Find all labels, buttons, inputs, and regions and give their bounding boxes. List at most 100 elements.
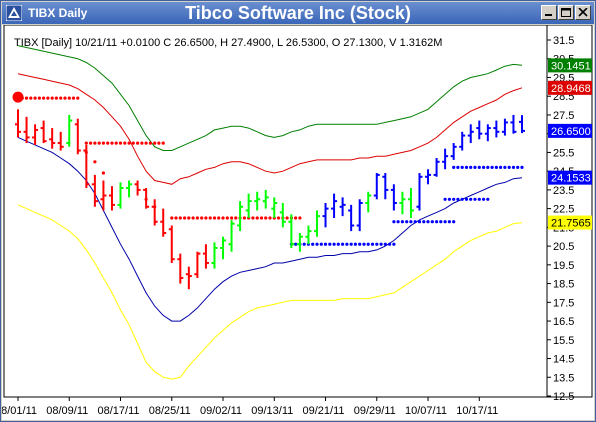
stop-dot [439, 220, 443, 224]
plot-frame [3, 25, 593, 398]
maximize-icon [561, 8, 571, 17]
stop-dot [204, 216, 208, 220]
stop-dot [67, 96, 71, 100]
stop-dot [118, 141, 123, 145]
y-tick-label: 16.5 [553, 316, 574, 328]
y-tick-label: 25.5 [553, 147, 574, 159]
stop-dot [37, 96, 42, 100]
ohlc-bar [40, 120, 47, 144]
ohlc-bar [433, 158, 440, 177]
ohlc-bar [15, 109, 21, 138]
stop-dot [349, 242, 353, 246]
x-tick-label: 09/21/11 [303, 405, 345, 417]
stop-dot [464, 165, 469, 169]
ohlc-bar [416, 173, 423, 211]
x-tick-label: 08/25/11 [149, 405, 191, 417]
stop-dot [486, 197, 490, 201]
x-tick-label: 09/13/11 [251, 405, 293, 417]
stop-dot [89, 141, 93, 145]
stop-dot [187, 216, 191, 220]
title-bar[interactable]: TIBX Daily Tibco Software Inc (Stock) [2, 2, 594, 24]
stop-dot [264, 216, 268, 220]
price-badge-bg [548, 215, 592, 230]
ohlc-bar [220, 236, 227, 260]
stop-dot [148, 141, 152, 145]
ohlc-bar [143, 188, 150, 209]
stop-dot [110, 141, 114, 145]
stop-dot [392, 220, 396, 224]
ohlc-bar [32, 124, 39, 145]
stop-dot [191, 216, 195, 220]
y-tick-label: 19.5 [553, 260, 574, 272]
y-tick-label: 13.5 [553, 372, 574, 384]
ohlc-bar [493, 120, 500, 138]
minimize-button[interactable] [541, 5, 557, 20]
stop-dot [375, 242, 379, 246]
stop-dot [93, 160, 97, 164]
ohlc-bar [117, 182, 124, 209]
stop-dot [452, 197, 456, 201]
stop-dot [358, 242, 362, 246]
y-tick-label: 17.5 [553, 297, 574, 309]
x-tick-label: 08/17/11 [98, 405, 140, 417]
stop-dot [507, 165, 511, 169]
stop-dot [460, 165, 464, 169]
price-badges: 30.1451 28.9468 26.6500 24.1533 21.7565 [548, 58, 592, 230]
upper_band-line [17, 45, 523, 151]
stop-dot [422, 220, 426, 224]
stop-dot [136, 141, 140, 145]
stop-dot [482, 197, 486, 201]
stop-dot [452, 165, 456, 169]
stop-dot [42, 96, 46, 100]
price-badge-bg [548, 58, 592, 73]
ohlc-bar [399, 191, 406, 215]
stop-dot [482, 165, 486, 169]
stop-dot [409, 220, 413, 224]
stop-dot [285, 216, 289, 220]
ohlc-bar [168, 225, 175, 263]
stop-dot [50, 96, 54, 100]
price-badge: 28.9468 [548, 80, 592, 95]
ohlc-bar [254, 191, 261, 211]
stop-dot [276, 216, 281, 220]
x-tick-label: 09/02/11 [200, 405, 242, 417]
stop-dot [469, 165, 473, 169]
stop-dot [400, 220, 404, 224]
stop-dot [63, 96, 67, 100]
ohlc-bar [194, 251, 201, 278]
stop-dot [217, 216, 221, 220]
stop-dot [76, 96, 80, 100]
ohlc-bar [467, 124, 474, 144]
ohlc-bar [74, 118, 81, 155]
close-button[interactable] [575, 5, 591, 20]
stop-dot [516, 165, 520, 169]
stop-dot [225, 216, 229, 220]
price-badge-bg [548, 170, 592, 185]
stop-dot [520, 165, 524, 169]
minimize-icon [545, 14, 552, 16]
x-tick-label: 10/17/11 [456, 405, 498, 417]
stop-dot [268, 216, 272, 220]
stop-dot [251, 216, 255, 220]
ohlc-bar [202, 244, 209, 269]
ohlc-bar [390, 184, 397, 211]
ohlc-bar [23, 116, 30, 144]
stop-dot [477, 197, 481, 201]
ohlc-bar [151, 199, 158, 226]
stop-dot [123, 141, 127, 145]
stop-dot [140, 141, 144, 145]
stop-dot [396, 220, 400, 224]
stop-dot [127, 141, 131, 145]
ohlc-bar [442, 148, 449, 170]
ohlc-bar [237, 201, 244, 232]
stop-dot [54, 96, 59, 100]
ohlc-bar [373, 173, 380, 200]
stop-dot [183, 216, 187, 220]
stop-dot [153, 141, 157, 145]
price-badge-text: 24.1533 [551, 173, 591, 185]
ohlc-bar [185, 266, 192, 290]
stop-dot [417, 220, 422, 224]
maximize-button[interactable] [558, 5, 574, 20]
stop-dot [259, 216, 264, 220]
y-tick-label: 20.5 [553, 241, 574, 253]
